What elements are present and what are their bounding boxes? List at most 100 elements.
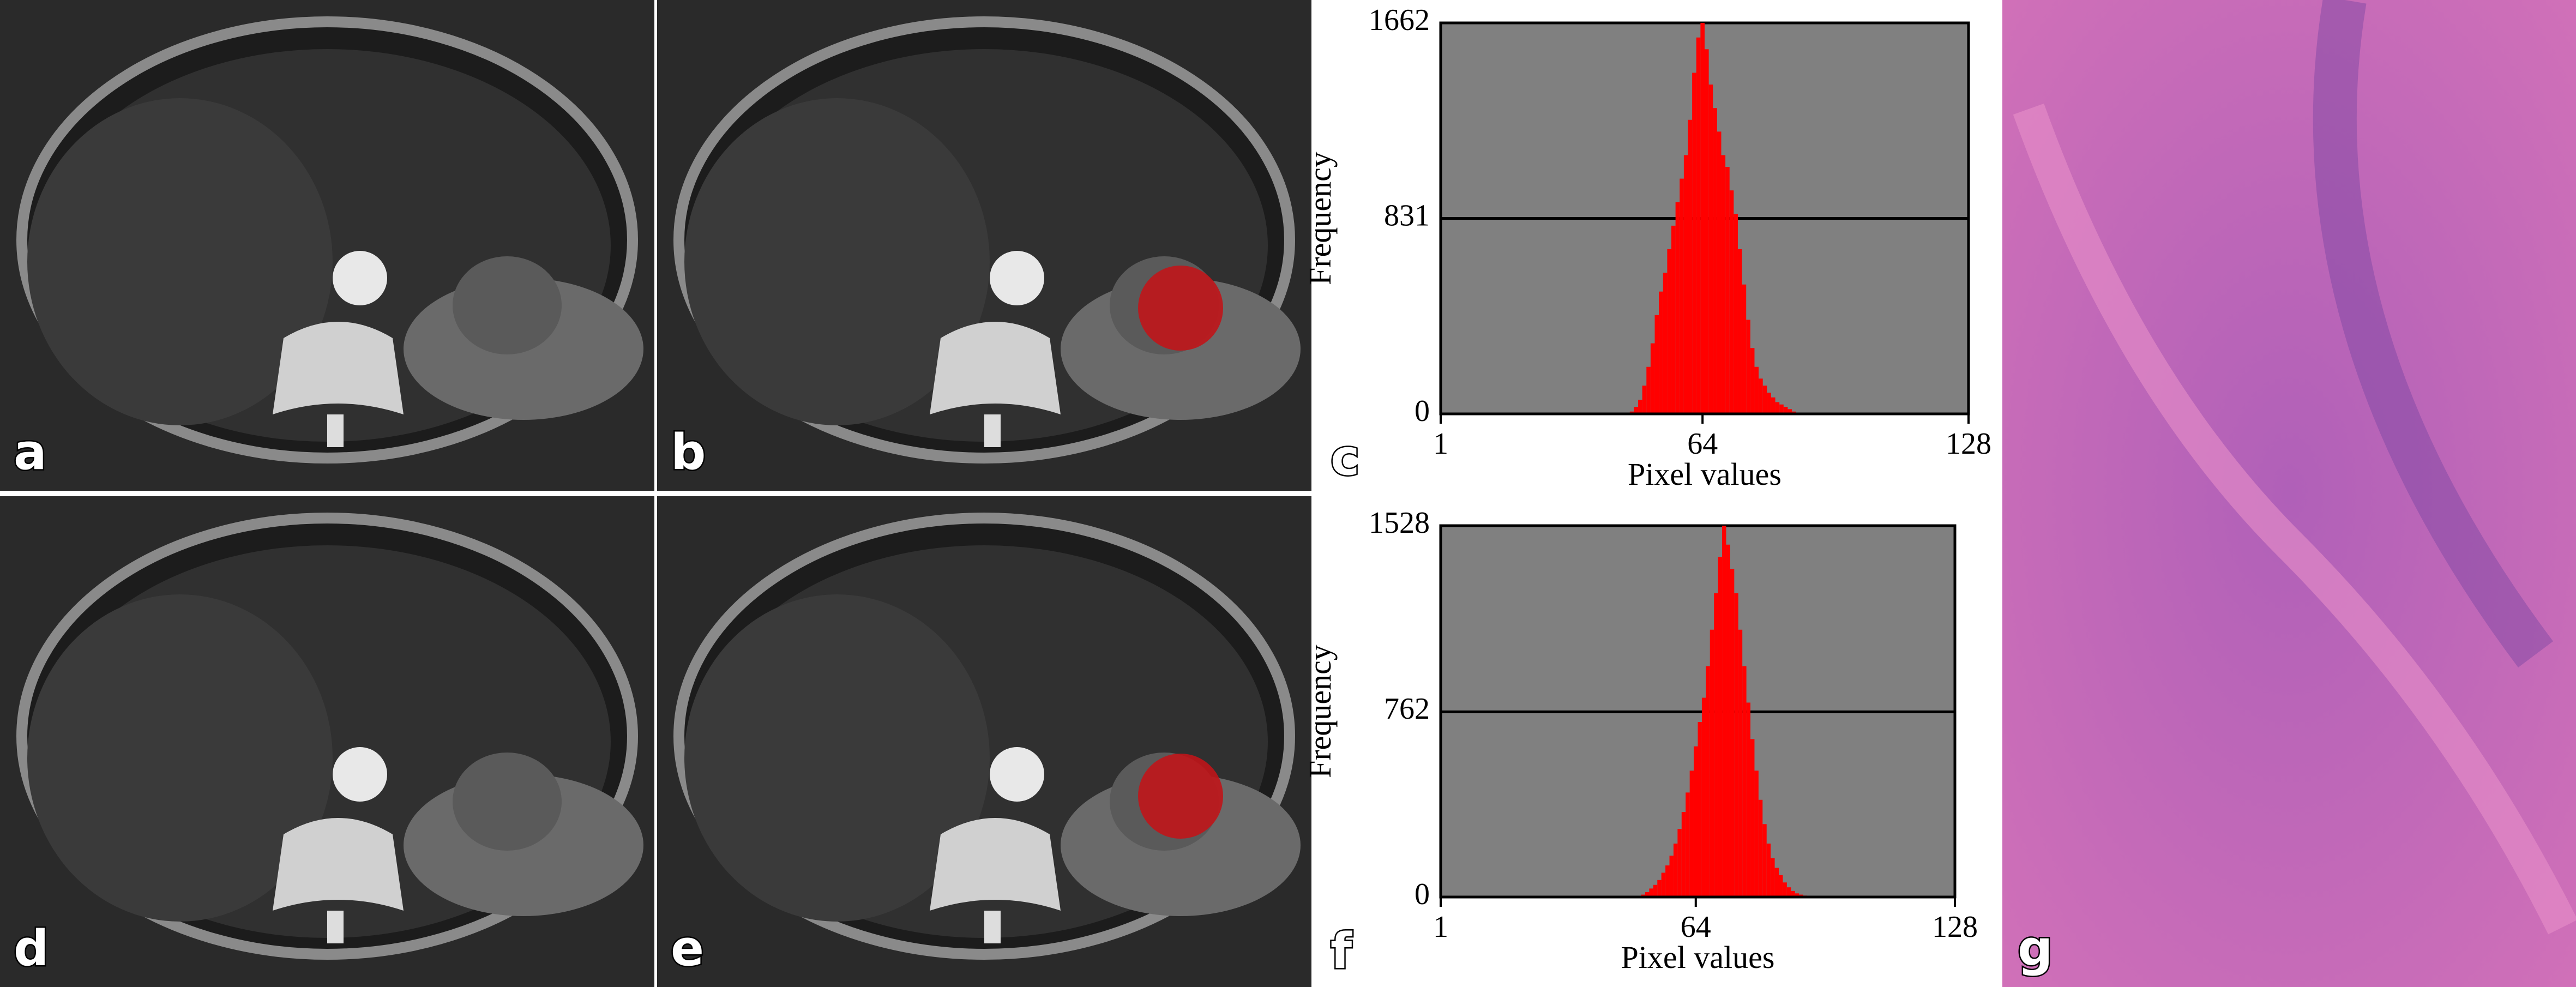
bar <box>1694 746 1698 897</box>
tumor-overlay <box>1138 754 1223 839</box>
x-tick-label: 64 <box>1687 427 1718 461</box>
bar <box>1742 666 1747 897</box>
bar <box>1750 739 1755 897</box>
y-axis-label: Frequency <box>1302 645 1338 778</box>
bar <box>1645 892 1650 897</box>
bar <box>1746 702 1751 897</box>
y-tick-label: 831 <box>1384 198 1430 232</box>
bar <box>1722 526 1726 897</box>
ct-image <box>657 0 1311 491</box>
bar <box>1762 824 1767 897</box>
bar <box>1659 291 1663 414</box>
bar <box>1654 315 1659 414</box>
bar <box>1775 402 1780 414</box>
histology-image <box>2002 0 2576 987</box>
bar <box>1725 167 1730 414</box>
bar <box>1762 386 1767 414</box>
bar <box>1779 875 1783 897</box>
bar <box>1646 366 1651 414</box>
bar <box>1737 249 1742 414</box>
bar <box>1700 23 1705 414</box>
bar <box>1677 829 1682 897</box>
bar <box>1714 593 1718 897</box>
bar <box>1786 887 1791 897</box>
x-tick-label: 1 <box>1433 910 1448 944</box>
x-axis-label: Pixel values <box>1621 940 1775 975</box>
bar <box>1667 249 1672 414</box>
panel-label: a <box>14 424 47 481</box>
bar <box>1783 882 1787 897</box>
bar <box>1642 386 1647 414</box>
bar <box>1634 407 1639 414</box>
bar <box>1650 343 1655 414</box>
bar <box>1730 569 1735 897</box>
panel-label: d <box>14 920 49 977</box>
bar <box>1683 155 1688 414</box>
x-tick-label: 128 <box>1946 427 1991 461</box>
bar <box>1779 404 1784 414</box>
histology-texture <box>2013 103 2576 935</box>
y-tick-label: 1528 <box>1369 506 1430 540</box>
bar <box>1717 131 1722 414</box>
bar <box>1783 407 1788 414</box>
bar <box>1754 366 1759 414</box>
x-tick-label: 1 <box>1433 427 1448 461</box>
bar <box>1688 119 1693 414</box>
bar <box>1718 557 1723 897</box>
bar <box>1721 155 1726 414</box>
x-tick-label: 64 <box>1681 910 1711 944</box>
bar <box>1767 393 1771 414</box>
bar <box>1734 593 1738 897</box>
bar <box>1726 544 1730 897</box>
bar <box>1696 37 1701 414</box>
panel-label: e <box>671 920 704 977</box>
bar <box>1787 409 1792 414</box>
tumor-overlay <box>1138 266 1223 351</box>
bar <box>1680 178 1684 414</box>
bar <box>1657 880 1662 897</box>
bar <box>1686 792 1690 897</box>
bar <box>1771 858 1775 897</box>
bar <box>1750 348 1755 414</box>
y-tick-label: 0 <box>1415 394 1430 428</box>
bar <box>1774 868 1779 897</box>
x-tick-label: 128 <box>1932 910 1978 944</box>
bar <box>1795 893 1799 897</box>
bar <box>1766 843 1771 897</box>
bar <box>1681 812 1686 897</box>
bar <box>1734 214 1738 414</box>
bar <box>1661 872 1666 897</box>
bar <box>1738 629 1743 897</box>
bar <box>1673 843 1678 897</box>
histology-texture <box>2313 0 2554 667</box>
bar <box>1771 397 1775 414</box>
bar <box>1708 85 1713 414</box>
bar <box>1692 73 1696 414</box>
bar <box>1649 888 1653 897</box>
bar <box>1689 771 1694 897</box>
y-tick-label: 1662 <box>1369 3 1430 37</box>
ct-image <box>0 0 654 491</box>
y-tick-label: 762 <box>1384 692 1430 726</box>
bar <box>1729 190 1734 414</box>
bar <box>1705 49 1709 414</box>
y-tick-label: 0 <box>1415 877 1430 911</box>
panel-label: b <box>671 424 706 481</box>
bar <box>1663 273 1668 414</box>
bar <box>1669 856 1674 897</box>
bar <box>1713 108 1717 414</box>
y-axis-label: Frequency <box>1302 152 1338 285</box>
bar <box>1759 378 1763 414</box>
bar <box>1701 697 1706 897</box>
panel-label: f <box>1331 923 1352 980</box>
panel-label: g <box>2018 920 2053 977</box>
bar <box>1710 629 1714 897</box>
x-axis-label: Pixel values <box>1628 456 1781 492</box>
bar <box>1638 400 1642 414</box>
panel-label: c <box>1331 429 1359 486</box>
bar <box>1671 225 1676 414</box>
bar <box>1653 884 1658 897</box>
bar <box>1758 799 1763 897</box>
